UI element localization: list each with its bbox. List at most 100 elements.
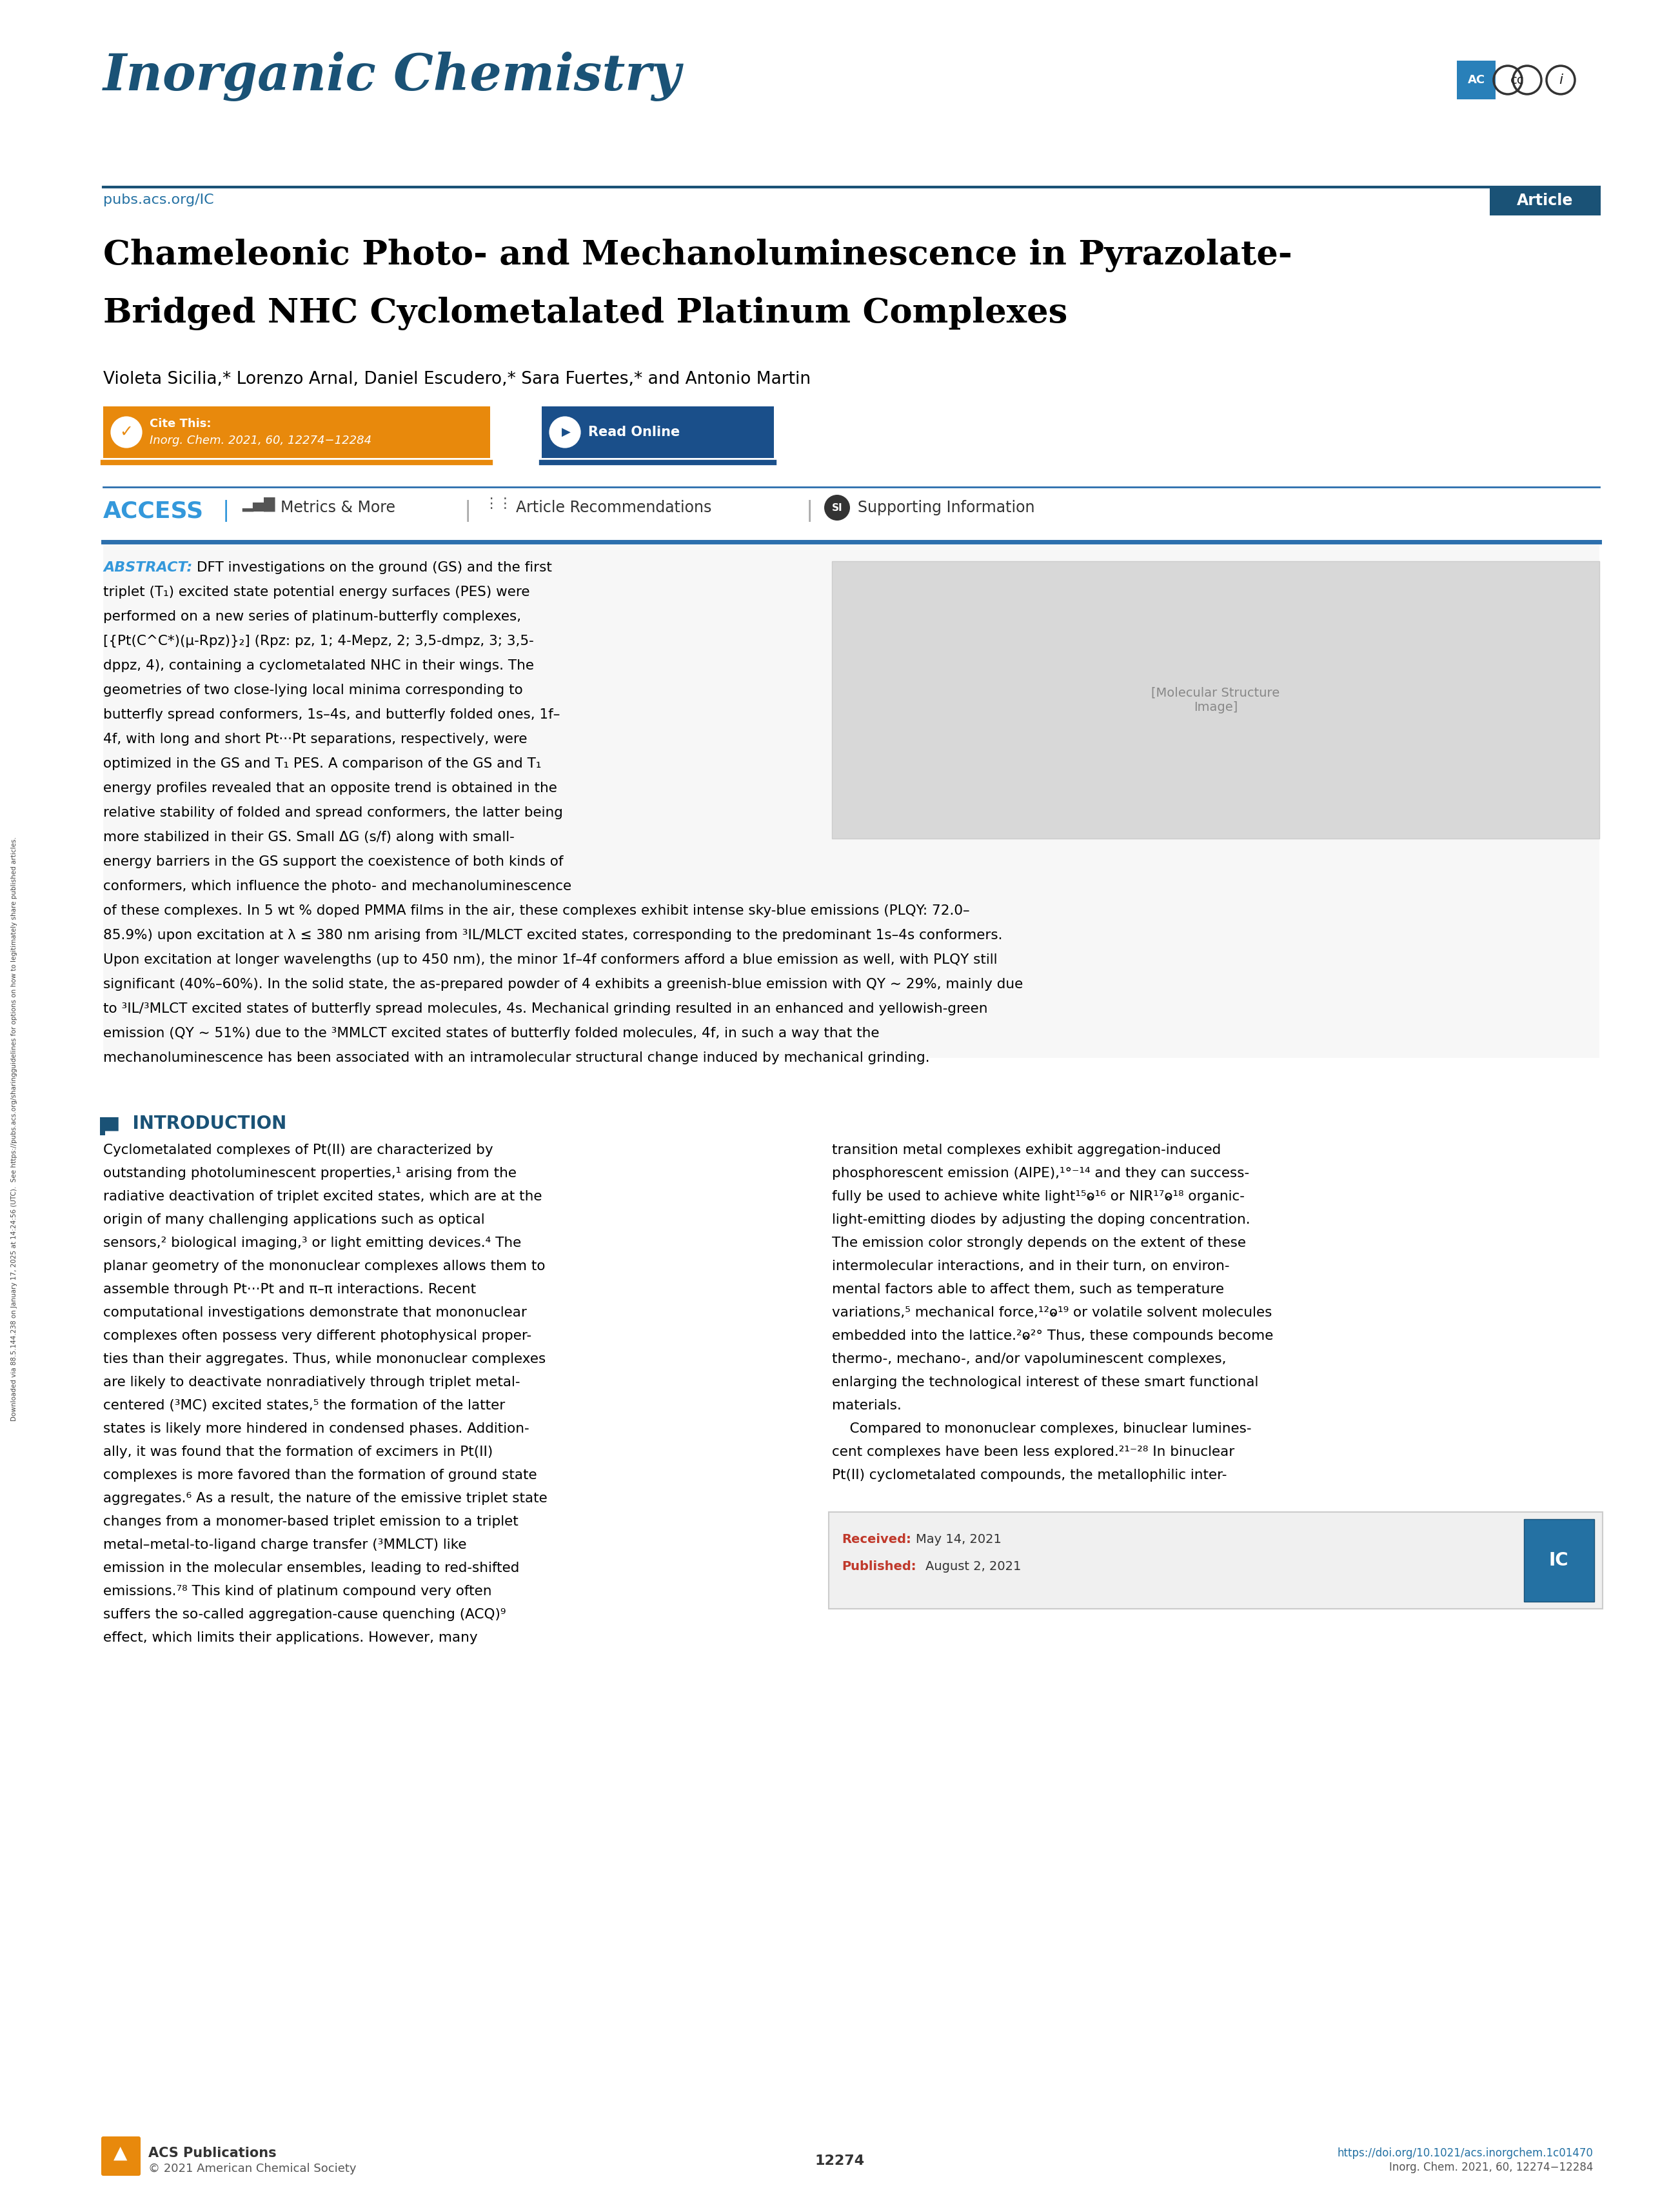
Text: dppz, 4), containing a cyclometalated NHC in their wings. The: dppz, 4), containing a cyclometalated NH…	[102, 660, 534, 673]
Text: ABSTRACT:: ABSTRACT:	[102, 561, 192, 574]
Text: ties than their aggregates. Thus, while mononuclear complexes: ties than their aggregates. Thus, while …	[102, 1352, 546, 1366]
Text: 85.9%) upon excitation at λ ≤ 380 nm arising from ³IL/MLCT excited states, corre: 85.9%) upon excitation at λ ≤ 380 nm ari…	[102, 928, 1003, 941]
Text: complexes is more favored than the formation of ground state: complexes is more favored than the forma…	[102, 1469, 538, 1482]
Text: transition metal complexes exhibit aggregation-induced: transition metal complexes exhibit aggre…	[832, 1143, 1221, 1157]
Text: geometries of two close-lying local minima corresponding to: geometries of two close-lying local mini…	[102, 684, 522, 697]
Text: thermo-, mechano-, and/or vapoluminescent complexes,: thermo-, mechano-, and/or vapoluminescen…	[832, 1352, 1226, 1366]
Text: butterfly spread conformers, 1s–4s, and butterfly folded ones, 1f–: butterfly spread conformers, 1s–4s, and …	[102, 708, 559, 721]
Text: changes from a monomer-based triplet emission to a triplet: changes from a monomer-based triplet emi…	[102, 1515, 519, 1528]
Text: ACCESS: ACCESS	[102, 499, 203, 521]
Text: are likely to deactivate nonradiatively through triplet metal-: are likely to deactivate nonradiatively …	[102, 1377, 521, 1390]
Text: |: |	[464, 499, 472, 521]
FancyBboxPatch shape	[1490, 185, 1601, 216]
Text: IC: IC	[1549, 1550, 1569, 1570]
Text: optimized in the GS and T₁ PES. A comparison of the GS and T₁: optimized in the GS and T₁ PES. A compar…	[102, 756, 541, 770]
Text: phosphorescent emission (AIPE),¹°⁻¹⁴ and they can success-: phosphorescent emission (AIPE),¹°⁻¹⁴ and…	[832, 1168, 1250, 1181]
Text: ▶: ▶	[561, 427, 571, 438]
Text: metal–metal-to-ligand charge transfer (³MMLCT) like: metal–metal-to-ligand charge transfer (³…	[102, 1539, 467, 1550]
Text: sensors,² biological imaging,³ or light emitting devices.⁴ The: sensors,² biological imaging,³ or light …	[102, 1236, 521, 1249]
Text: origin of many challenging applications such as optical: origin of many challenging applications …	[102, 1214, 486, 1227]
Text: i: i	[1559, 73, 1562, 86]
FancyBboxPatch shape	[541, 407, 774, 457]
Text: Pt(II) cyclometalated compounds, the metallophilic inter-: Pt(II) cyclometalated compounds, the met…	[832, 1469, 1226, 1482]
Text: DFT investigations on the ground (GS) and the first: DFT investigations on the ground (GS) an…	[197, 561, 553, 574]
Text: |: |	[222, 499, 230, 521]
Text: light-emitting diodes by adjusting the doping concentration.: light-emitting diodes by adjusting the d…	[832, 1214, 1250, 1227]
Text: performed on a new series of platinum-butterfly complexes,: performed on a new series of platinum-bu…	[102, 611, 521, 622]
Text: outstanding photoluminescent properties,¹ arising from the: outstanding photoluminescent properties,…	[102, 1168, 516, 1181]
Text: cent complexes have been less explored.²¹⁻²⁸ In binuclear: cent complexes have been less explored.²…	[832, 1445, 1235, 1458]
Text: assemble through Pt···Pt and π–π interactions. Recent: assemble through Pt···Pt and π–π interac…	[102, 1282, 475, 1295]
Text: © 2021 American Chemical Society: © 2021 American Chemical Society	[148, 2164, 356, 2175]
Text: emission in the molecular ensembles, leading to red-shifted: emission in the molecular ensembles, lea…	[102, 1561, 519, 1574]
Text: Downloaded via 88.5.144.238 on January 17, 2025 at 14:24:56 (UTC).  See https://: Downloaded via 88.5.144.238 on January 1…	[12, 836, 17, 1421]
Text: emission (QY ∼ 51%) due to the ³MMLCT excited states of butterfly folded molecul: emission (QY ∼ 51%) due to the ³MMLCT ex…	[102, 1027, 879, 1040]
FancyBboxPatch shape	[1457, 62, 1495, 99]
FancyBboxPatch shape	[101, 2137, 141, 2175]
Text: ■  INTRODUCTION: ■ INTRODUCTION	[102, 1115, 287, 1132]
Circle shape	[825, 495, 850, 521]
Text: 12274: 12274	[815, 2155, 865, 2168]
Text: 4f, with long and short Pt···Pt separations, respectively, were: 4f, with long and short Pt···Pt separati…	[102, 732, 528, 745]
Text: effect, which limits their applications. However, many: effect, which limits their applications.…	[102, 1632, 477, 1645]
FancyBboxPatch shape	[102, 407, 491, 457]
Text: [{Pt(C^C*)(μ-Rpz)}₂] (Rpz: pz, 1; 4-Mepz, 2; 3,5-dmpz, 3; 3,5-: [{Pt(C^C*)(μ-Rpz)}₂] (Rpz: pz, 1; 4-Mepz…	[102, 636, 534, 649]
Text: AC: AC	[1467, 75, 1485, 86]
Text: Received:: Received:	[842, 1533, 911, 1546]
Text: cc: cc	[1510, 75, 1524, 86]
Text: to ³IL/³MLCT excited states of butterfly spread molecules, 4s. Mechanical grindi: to ³IL/³MLCT excited states of butterfly…	[102, 1003, 988, 1016]
Text: fully be used to achieve white light¹⁵ⱺ¹⁶ or NIR¹⁷ⱺ¹⁸ organic-: fully be used to achieve white light¹⁵ⱺ¹…	[832, 1190, 1245, 1203]
Text: Upon excitation at longer wavelengths (up to 450 nm), the minor 1f–4f conformers: Upon excitation at longer wavelengths (u…	[102, 954, 998, 965]
Text: Cyclometalated complexes of Pt(II) are characterized by: Cyclometalated complexes of Pt(II) are c…	[102, 1143, 494, 1157]
FancyBboxPatch shape	[1524, 1520, 1594, 1601]
Text: pubs.acs.org/IC: pubs.acs.org/IC	[102, 194, 213, 207]
Text: Supporting Information: Supporting Information	[858, 499, 1035, 515]
Text: mental factors able to affect them, such as temperature: mental factors able to affect them, such…	[832, 1282, 1225, 1295]
Text: more stabilized in their GS. Small ΔG (s/f) along with small-: more stabilized in their GS. Small ΔG (s…	[102, 831, 514, 844]
Text: Inorg. Chem. 2021, 60, 12274−12284: Inorg. Chem. 2021, 60, 12274−12284	[1389, 2162, 1593, 2173]
Text: ▂▅█: ▂▅█	[242, 497, 276, 512]
Text: enlarging the technological interest of these smart functional: enlarging the technological interest of …	[832, 1377, 1258, 1390]
Text: May 14, 2021: May 14, 2021	[916, 1533, 1001, 1546]
Text: embedded into the lattice.²ⱺ²° Thus, these compounds become: embedded into the lattice.²ⱺ²° Thus, the…	[832, 1330, 1273, 1341]
Text: of these complexes. In 5 wt % doped PMMA films in the air, these complexes exhib: of these complexes. In 5 wt % doped PMMA…	[102, 904, 969, 917]
Text: materials.: materials.	[832, 1399, 902, 1412]
Text: suffers the so-called aggregation-cause quenching (ACQ)⁹: suffers the so-called aggregation-cause …	[102, 1607, 506, 1621]
Text: aggregates.⁶ As a result, the nature of the emissive triplet state: aggregates.⁶ As a result, the nature of …	[102, 1491, 548, 1504]
Text: conformers, which influence the photo- and mechanoluminescence: conformers, which influence the photo- a…	[102, 880, 571, 893]
Text: August 2, 2021: August 2, 2021	[926, 1561, 1021, 1572]
Text: Compared to mononuclear complexes, binuclear lumines-: Compared to mononuclear complexes, binuc…	[832, 1423, 1252, 1436]
Text: ✓: ✓	[119, 424, 133, 440]
Text: triplet (T₁) excited state potential energy surfaces (PES) were: triplet (T₁) excited state potential ene…	[102, 585, 529, 598]
Text: centered (³MC) excited states,⁵ the formation of the latter: centered (³MC) excited states,⁵ the form…	[102, 1399, 506, 1412]
FancyBboxPatch shape	[832, 561, 1599, 838]
Text: [Molecular Structure
Image]: [Molecular Structure Image]	[1151, 686, 1280, 712]
Text: https://doi.org/10.1021/acs.inorgchem.1c01470: https://doi.org/10.1021/acs.inorgchem.1c…	[1337, 2148, 1593, 2159]
Text: energy barriers in the GS support the coexistence of both kinds of: energy barriers in the GS support the co…	[102, 855, 563, 869]
FancyBboxPatch shape	[101, 1117, 106, 1135]
Text: ACS Publications: ACS Publications	[148, 2146, 277, 2159]
Text: Inorganic Chemistry: Inorganic Chemistry	[102, 51, 682, 101]
Text: complexes often possess very different photophysical proper-: complexes often possess very different p…	[102, 1330, 531, 1341]
Text: Cite This:: Cite This:	[150, 418, 212, 429]
Text: significant (40%–60%). In the solid state, the as-prepared powder of 4 exhibits : significant (40%–60%). In the solid stat…	[102, 979, 1023, 992]
Text: Inorg. Chem. 2021, 60, 12274−12284: Inorg. Chem. 2021, 60, 12274−12284	[150, 435, 371, 446]
Text: Metrics & More: Metrics & More	[281, 499, 395, 515]
FancyBboxPatch shape	[102, 541, 1599, 1058]
Text: The emission color strongly depends on the extent of these: The emission color strongly depends on t…	[832, 1236, 1247, 1249]
Text: ⋮⋮: ⋮⋮	[484, 497, 512, 510]
Text: energy profiles revealed that an opposite trend is obtained in the: energy profiles revealed that an opposit…	[102, 783, 558, 794]
Text: ally, it was found that the formation of excimers in Pt(II): ally, it was found that the formation of…	[102, 1445, 492, 1458]
Text: Chameleonic Photo- and Mechanoluminescence in Pyrazolate-: Chameleonic Photo- and Mechanoluminescen…	[102, 240, 1292, 273]
Text: Read Online: Read Online	[588, 427, 680, 438]
Text: Violeta Sicilia,* Lorenzo Arnal, Daniel Escudero,* Sara Fuertes,* and Antonio Ma: Violeta Sicilia,* Lorenzo Arnal, Daniel …	[102, 372, 811, 387]
Circle shape	[109, 416, 143, 449]
Text: variations,⁵ mechanical force,¹²ⱺ¹⁹ or volatile solvent molecules: variations,⁵ mechanical force,¹²ⱺ¹⁹ or v…	[832, 1306, 1272, 1319]
Text: Article: Article	[1517, 194, 1574, 209]
Text: states is likely more hindered in condensed phases. Addition-: states is likely more hindered in conden…	[102, 1423, 529, 1436]
Text: emissions.⁷⁸ This kind of platinum compound very often: emissions.⁷⁸ This kind of platinum compo…	[102, 1585, 492, 1599]
FancyBboxPatch shape	[828, 1513, 1603, 1610]
Text: ▲: ▲	[114, 2144, 128, 2162]
Text: planar geometry of the mononuclear complexes allows them to: planar geometry of the mononuclear compl…	[102, 1260, 546, 1273]
Text: Published:: Published:	[842, 1561, 916, 1572]
